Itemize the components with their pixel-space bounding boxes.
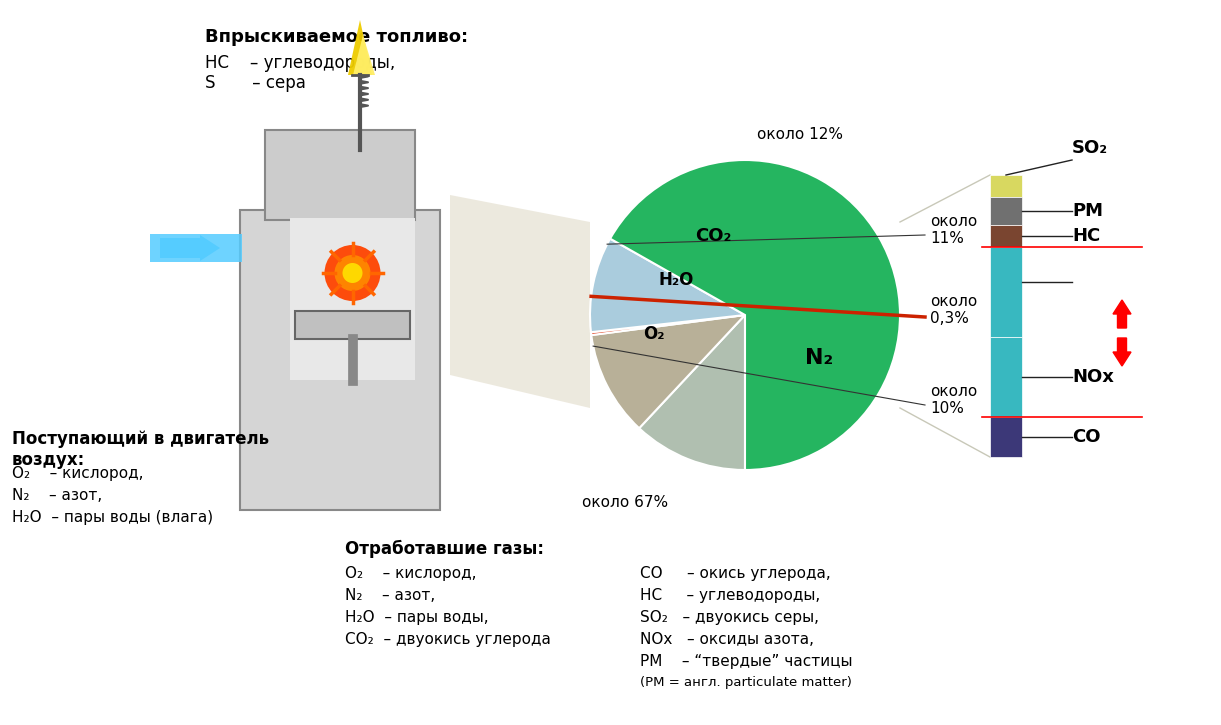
FancyArrow shape [160, 235, 220, 261]
Text: NOх   – оксиды азота,: NOх – оксиды азота, [640, 632, 814, 647]
Text: CO     – окись углерода,: CO – окись углерода, [640, 566, 830, 581]
Text: N₂    – азот,: N₂ – азот, [12, 488, 103, 503]
Text: O₂    – кислород,: O₂ – кислород, [346, 566, 476, 581]
Bar [990, 225, 1022, 247]
Text: (PM = англ. particulate matter): (PM = англ. particulate matter) [640, 676, 852, 689]
Text: около 67%: около 67% [582, 495, 668, 510]
Bar [241, 210, 440, 510]
Text: H₂O  – пары воды (влага): H₂O – пары воды (влага) [12, 510, 214, 525]
Text: Поступающий в двигатель
воздух:: Поступающий в двигатель воздух: [12, 430, 269, 469]
Bar [990, 247, 1022, 337]
Bar [990, 197, 1022, 225]
Text: O₂: O₂ [643, 325, 664, 343]
Bar [990, 417, 1022, 457]
Text: CO₂: CO₂ [696, 227, 731, 245]
Text: N₂: N₂ [805, 348, 833, 368]
Bar [291, 218, 415, 380]
Text: NOх: NOх [1072, 368, 1114, 386]
Bar [990, 337, 1022, 417]
Text: O₂    – кислород,: O₂ – кислород, [12, 466, 144, 481]
Polygon shape [348, 20, 372, 75]
FancyArrow shape [1114, 338, 1131, 366]
Bar [150, 234, 242, 262]
Text: PM    – “твердые” частицы: PM – “твердые” частицы [640, 654, 852, 669]
Text: HC: HC [1072, 227, 1100, 245]
Bar [295, 311, 410, 339]
Polygon shape [451, 195, 590, 408]
Circle shape [343, 263, 363, 283]
Text: около
10%: около 10% [930, 384, 977, 416]
Text: Впрыскиваемое топливо:: Впрыскиваемое топливо: [205, 28, 468, 46]
Circle shape [325, 245, 381, 301]
Bar [990, 175, 1022, 197]
Text: около
0,3%: около 0,3% [930, 294, 977, 326]
Text: N₂    – азот,: N₂ – азот, [346, 588, 435, 603]
Wedge shape [591, 315, 745, 428]
Text: S       – сера: S – сера [205, 74, 306, 92]
FancyArrow shape [1114, 300, 1131, 328]
Text: около
11%: около 11% [930, 214, 977, 247]
Text: HC     – углеводороды,: HC – углеводороды, [640, 588, 821, 603]
Wedge shape [639, 315, 745, 470]
Text: PM: PM [1072, 202, 1103, 220]
Circle shape [335, 255, 370, 291]
Wedge shape [610, 160, 900, 470]
Wedge shape [590, 239, 745, 332]
Text: HC    – углеводороды,: HC – углеводороды, [205, 54, 396, 72]
Text: CO: CO [1072, 428, 1100, 446]
Polygon shape [353, 35, 375, 75]
Text: Отработавшие газы:: Отработавшие газы: [346, 540, 545, 558]
Wedge shape [591, 315, 745, 335]
Text: около 12%: около 12% [757, 127, 842, 142]
Text: CO₂  – двуокись углерода: CO₂ – двуокись углерода [346, 632, 551, 647]
Text: SO₂: SO₂ [1072, 139, 1109, 157]
Text: SO₂   – двуокись серы,: SO₂ – двуокись серы, [640, 610, 819, 625]
Text: H₂O  – пары воды,: H₂O – пары воды, [346, 610, 488, 625]
Bar [265, 130, 415, 220]
Text: H₂O: H₂O [658, 270, 694, 289]
